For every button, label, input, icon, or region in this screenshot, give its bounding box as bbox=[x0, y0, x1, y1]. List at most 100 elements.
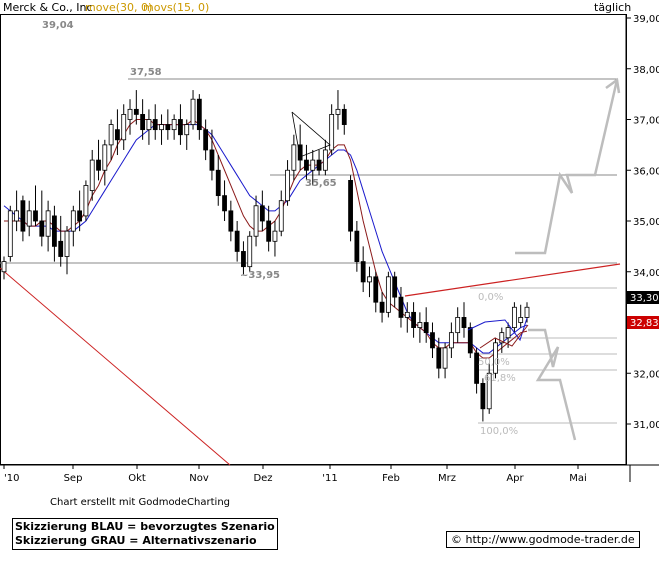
candle-body bbox=[379, 301, 385, 313]
candle-body bbox=[341, 108, 347, 125]
candle-body bbox=[64, 230, 70, 257]
scenario-legend: Skizzierung BLAU = bevorzugtes Szenario … bbox=[12, 518, 278, 550]
candle-body bbox=[121, 114, 127, 141]
candle-body bbox=[228, 210, 234, 232]
y-tick-label: 39,00 bbox=[633, 14, 659, 25]
fib-label-61: 61,8% bbox=[484, 373, 516, 384]
candle-body bbox=[165, 124, 171, 131]
x-tick-label: '11 bbox=[322, 473, 337, 484]
candle-body bbox=[26, 210, 32, 227]
x-tick-label: Mrz bbox=[438, 473, 456, 484]
y-tick-label: 32,00 bbox=[633, 369, 659, 380]
x-tick-label: Okt bbox=[128, 473, 146, 484]
x-tick-label: Mai bbox=[569, 473, 587, 484]
candle-body bbox=[524, 306, 530, 318]
gray-scenario-up-arrow bbox=[605, 77, 621, 94]
x-tick-label: Feb bbox=[382, 473, 400, 484]
candle-body bbox=[455, 317, 461, 334]
candle-body bbox=[278, 200, 284, 232]
candle-body bbox=[291, 144, 297, 171]
y-tick-label: 38,00 bbox=[633, 65, 659, 76]
candle-body bbox=[108, 124, 114, 146]
candle-body bbox=[215, 169, 221, 197]
candle-body bbox=[461, 317, 467, 328]
candle-body bbox=[178, 119, 183, 136]
candle-body bbox=[322, 149, 328, 171]
candle-body bbox=[467, 327, 473, 354]
candle-body bbox=[316, 159, 322, 171]
candle-body bbox=[335, 108, 341, 115]
ma-slow-line bbox=[3, 124, 528, 354]
candle-body bbox=[70, 210, 76, 232]
candle-body bbox=[222, 195, 227, 212]
candles-group bbox=[1, 90, 530, 422]
chart-title: Merck & Co., Inc bbox=[3, 1, 93, 14]
fib-label-50: 50,0% bbox=[478, 357, 510, 368]
price-axis-ticks: 31,0032,0033,0034,0035,0036,0037,0038,00… bbox=[626, 14, 659, 431]
level-label-37-58: 37,58 bbox=[130, 67, 162, 78]
ma-slow-legend: move(30, 0) bbox=[85, 1, 152, 14]
x-tick-label: Nov bbox=[189, 473, 209, 484]
candle-body bbox=[127, 108, 133, 120]
period-label: täglich bbox=[594, 1, 631, 14]
gray-scenario-down bbox=[528, 328, 577, 441]
candle-body bbox=[499, 332, 505, 344]
candle-body bbox=[159, 124, 164, 131]
candle-body bbox=[45, 210, 51, 237]
candle-body bbox=[474, 352, 479, 384]
candle-body bbox=[171, 119, 177, 131]
fib-label-100: 100,0% bbox=[480, 426, 518, 437]
price-tag-last-bg bbox=[627, 291, 659, 304]
candle-body bbox=[58, 240, 64, 257]
candle-body bbox=[77, 210, 83, 222]
candle-body bbox=[140, 114, 146, 131]
candle-body bbox=[272, 230, 278, 242]
candle-body bbox=[518, 317, 524, 323]
legend-line-blue: Skizzierung BLAU = bevorzugtes Szenario bbox=[15, 520, 275, 533]
candle-body bbox=[52, 215, 57, 247]
candle-body bbox=[348, 179, 353, 232]
y-tick-label: 34,00 bbox=[633, 268, 659, 279]
candle-body bbox=[115, 129, 120, 141]
y-tick-label: 37,00 bbox=[633, 116, 659, 127]
candle-body bbox=[1, 261, 7, 273]
candle-body bbox=[285, 169, 290, 202]
y-tick-label: 31,00 bbox=[633, 420, 659, 431]
x-tick-label: '10 bbox=[4, 473, 19, 484]
price-tag-last: 33,30 bbox=[630, 293, 659, 304]
trendline-resistance bbox=[404, 263, 621, 297]
candle-body bbox=[266, 220, 272, 242]
time-axis-ticks: '10 Sep Okt Nov Dez '11 Feb Mrz Apr Mai bbox=[3, 465, 587, 484]
candle-body bbox=[404, 311, 410, 318]
candle-body bbox=[209, 149, 215, 171]
candle-body bbox=[385, 276, 391, 313]
x-tick-label: Sep bbox=[64, 473, 83, 484]
candle-body bbox=[448, 332, 454, 349]
candle-body bbox=[234, 230, 240, 252]
candle-body bbox=[354, 230, 360, 262]
candle-body bbox=[430, 332, 435, 349]
candle-body bbox=[39, 220, 45, 237]
candle-body bbox=[253, 205, 259, 237]
y-tick-label: 35,00 bbox=[633, 217, 659, 228]
gray-scenario-up bbox=[515, 79, 619, 255]
candle-body bbox=[493, 342, 498, 374]
candle-body bbox=[436, 347, 442, 369]
candle-body bbox=[411, 311, 416, 328]
candle-body bbox=[184, 124, 190, 136]
level-label-33-95: ~33,95 bbox=[240, 270, 280, 281]
candle-body bbox=[360, 261, 366, 283]
candle-body bbox=[247, 235, 253, 268]
legend-line-gray: Skizzierung GRAU = Alternativszenario bbox=[15, 534, 257, 547]
source-url[interactable]: © http://www.godmode-trader.de bbox=[446, 531, 640, 548]
candle-body bbox=[310, 159, 316, 171]
candle-body bbox=[486, 372, 492, 410]
pennant-pattern bbox=[291, 111, 331, 158]
candle-body bbox=[89, 159, 95, 191]
candle-body bbox=[196, 98, 202, 131]
candle-body bbox=[259, 205, 265, 222]
red-scenario-path bbox=[479, 324, 529, 349]
fib-label-0: 0,0% bbox=[478, 292, 503, 303]
candle-body bbox=[442, 347, 448, 369]
candle-body bbox=[33, 210, 38, 222]
